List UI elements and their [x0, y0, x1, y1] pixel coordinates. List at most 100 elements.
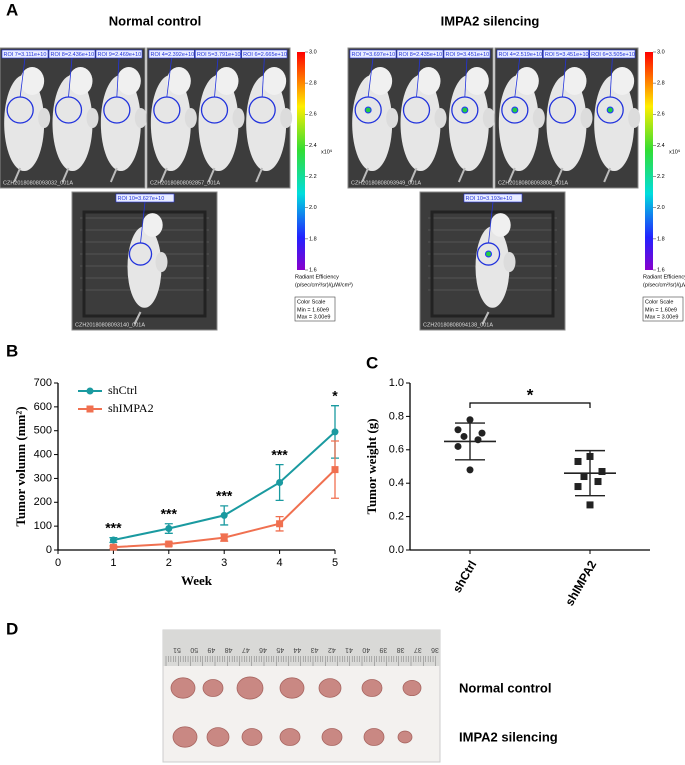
color-bar-label: 1.6 [309, 267, 317, 273]
color-bar-label: 2.6 [657, 112, 665, 118]
color-bar [645, 52, 653, 270]
mouse-head [166, 67, 191, 95]
ruler-number: 51 [173, 646, 181, 653]
significance-bracket [469, 402, 591, 408]
mouse-tail [13, 167, 22, 183]
color-scale-title: Color Scale [645, 299, 673, 305]
y-tick-label: 400 [34, 448, 52, 460]
mouse-body [127, 226, 162, 308]
mouse-tail [159, 167, 168, 183]
mouse-tail [555, 167, 564, 183]
roi-label: ROI 10=3.193e+10 [466, 196, 513, 202]
color-bar-title: Radiant Efficiency [643, 274, 685, 280]
panel-label: C [366, 353, 378, 372]
roi-label: ROI 6=3.505e+10 [591, 52, 635, 58]
marker [586, 501, 594, 509]
ruler-number: 44 [293, 646, 301, 653]
ruler-number: 37 [414, 646, 422, 653]
color-scale-title: Color Scale [297, 299, 325, 305]
group-title: Normal control [109, 13, 201, 28]
marker [220, 511, 228, 519]
ruler-number: 48 [225, 646, 233, 653]
group-title: IMPA2 silencing [441, 13, 540, 28]
marker [466, 466, 474, 474]
color-bar-label: 2.8 [309, 81, 317, 87]
tumor [279, 677, 305, 699]
mouse-tail [361, 167, 370, 183]
x-tick-label: 2 [166, 557, 172, 569]
color-bar-label: 1.8 [309, 236, 317, 242]
mouse-leg [38, 108, 51, 128]
tumor [402, 679, 422, 697]
roi-leader [464, 57, 468, 98]
signal [511, 106, 519, 114]
roi-label: ROI 5=3.451e+10 [545, 52, 589, 58]
tumor [236, 676, 264, 700]
significance: * [527, 385, 534, 404]
color-scale-box [642, 296, 684, 322]
signal [461, 106, 469, 114]
y-tick-label: 100 [34, 520, 52, 532]
significance: * [332, 387, 338, 403]
marker [574, 483, 582, 491]
mouse-tail [481, 311, 490, 325]
color-scale-max: Max = 3.00e9 [297, 314, 330, 320]
color-bar-label: 2.8 [657, 81, 665, 87]
y-tick-label: 0.0 [389, 544, 404, 556]
mouse-tail [457, 167, 466, 183]
roi-label: ROI 7=3.111e+10 [4, 52, 47, 58]
marker [109, 536, 117, 544]
tumor [318, 678, 342, 698]
marker [86, 405, 94, 413]
ruler-number: 43 [311, 646, 319, 653]
mouse-head [368, 67, 393, 95]
mouse-leg [232, 108, 245, 128]
roi-label: ROI 9=2.469e+10 [98, 52, 142, 58]
mouse-tail [133, 311, 142, 325]
mouse-head [68, 67, 93, 95]
roi-leader [166, 57, 173, 98]
color-bar-label: 2.0 [309, 205, 317, 211]
ruler-number: 46 [259, 646, 267, 653]
mouse-tail [207, 167, 216, 183]
row-label: IMPA2 silencing [459, 729, 558, 744]
marker [276, 520, 284, 528]
mouse-head [214, 67, 239, 95]
mouse-leg [155, 252, 168, 272]
marker [460, 432, 468, 440]
color-bar-label: 3.0 [657, 49, 665, 55]
mouse-leg [532, 108, 545, 128]
mouse-tail [61, 167, 70, 183]
marker [574, 457, 582, 465]
roi-leader [367, 57, 374, 98]
color-scale-min: Min = 1.60e9 [297, 307, 329, 313]
marker [478, 429, 486, 437]
color-bar-multiplier: x10⁹ [669, 148, 680, 155]
roi-label: ROI 4=2.392e+10 [151, 52, 195, 58]
marker [331, 428, 339, 436]
y-axis-title: Tumor volumn (mm²) [13, 406, 28, 526]
mouse-tail [255, 167, 264, 183]
roi-label: ROI 7=3.697e+10 [352, 52, 396, 58]
tumor [361, 679, 383, 697]
tumor [363, 728, 385, 746]
x-tick-label: 3 [221, 557, 227, 569]
tumor [170, 677, 196, 699]
color-bar-title: Radiant Efficiency [295, 274, 339, 280]
ruler-number: 36 [431, 646, 439, 653]
mouse-head [610, 67, 635, 95]
stage [82, 210, 207, 318]
x-tick-label: 0 [55, 557, 61, 569]
mouse-leg [134, 108, 147, 128]
mouse-tail [409, 167, 418, 183]
color-bar-label: 3.0 [309, 49, 317, 55]
roi-leader [609, 57, 613, 98]
mouse-head [514, 67, 539, 95]
mouse-leg [184, 108, 197, 128]
image-id: CZH20180808093140_001A [75, 322, 145, 328]
color-bar-unit: (p/sec/cm²/sr)/(µW/cm²) [643, 282, 685, 288]
tumor [241, 728, 263, 746]
roi-leader [562, 57, 567, 98]
tumor [397, 730, 413, 744]
marker [86, 387, 94, 395]
